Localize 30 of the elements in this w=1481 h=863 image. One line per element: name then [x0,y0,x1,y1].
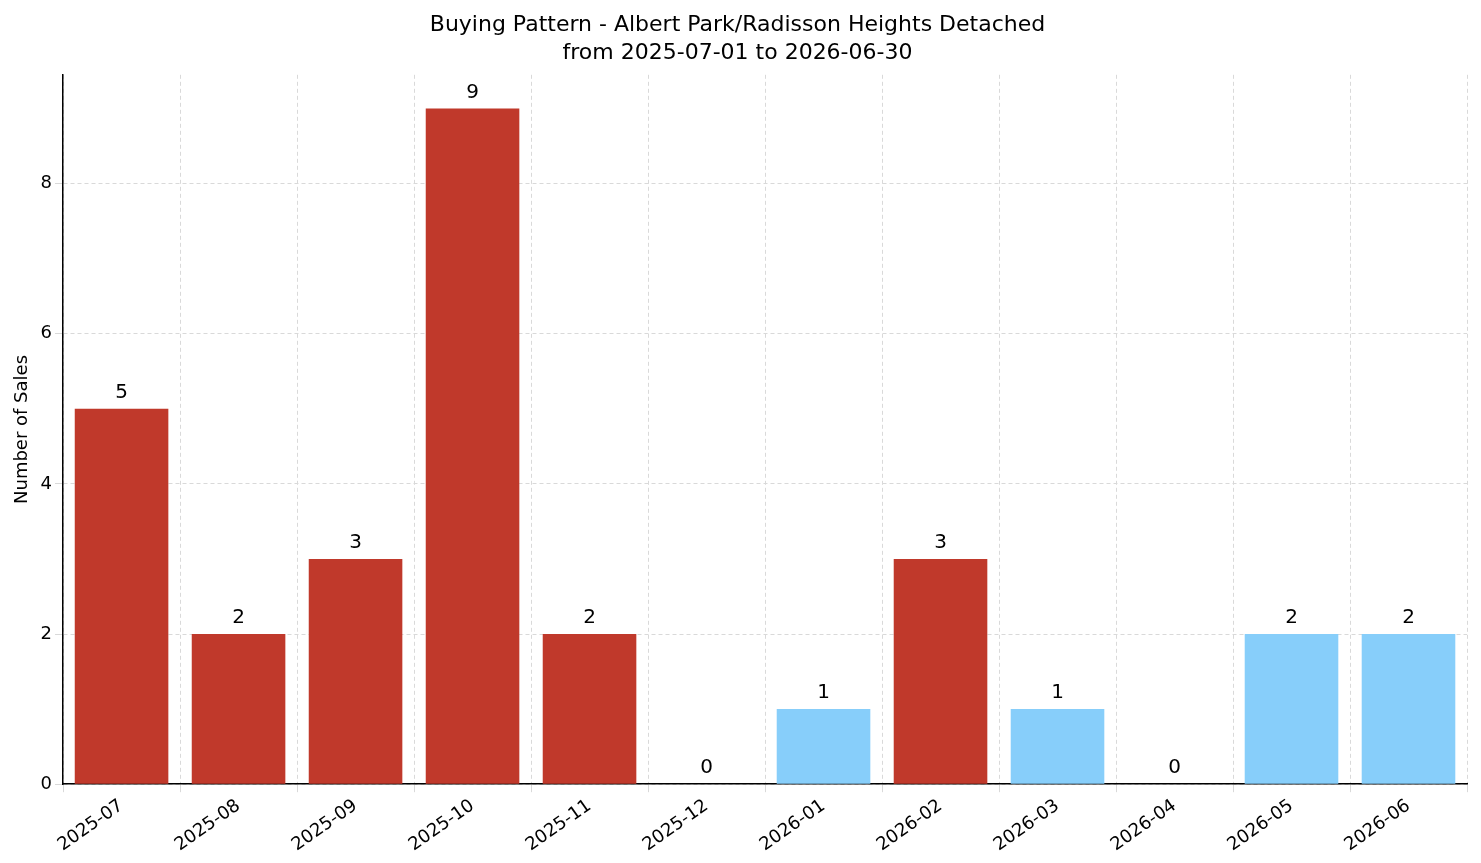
chart-title: Buying Pattern - Albert Park/Radisson Heights Detached [429,10,1046,36]
y-tick-label: 0 [40,771,53,793]
y-axis-title: Number of Sales [10,354,32,504]
data-label: 2 [232,604,245,629]
data-label: 1 [1051,679,1064,704]
bar [1010,709,1105,784]
y-tick-label: 6 [40,321,53,343]
y-tick-label: 8 [40,171,53,193]
data-label: 2 [1285,604,1298,629]
bar [893,558,988,784]
bar [191,634,286,784]
bar [1361,634,1456,784]
data-label: 0 [700,754,713,779]
data-label: 9 [466,78,479,103]
bar [425,108,520,784]
data-label: 0 [1168,754,1181,779]
data-label: 3 [349,529,362,554]
bar [308,558,403,784]
y-tick-label: 4 [40,471,53,493]
bar [776,709,871,784]
data-label: 2 [583,604,596,629]
bar [1244,634,1339,784]
data-label: 5 [115,379,128,404]
data-label: 1 [817,679,830,704]
bar [74,408,169,784]
data-label: 3 [934,529,947,554]
y-tick-label: 2 [40,621,53,643]
bar [542,634,637,784]
chart-subtitle: from 2025-07-01 to 2026-06-30 [562,39,913,65]
data-label: 2 [1402,604,1415,629]
